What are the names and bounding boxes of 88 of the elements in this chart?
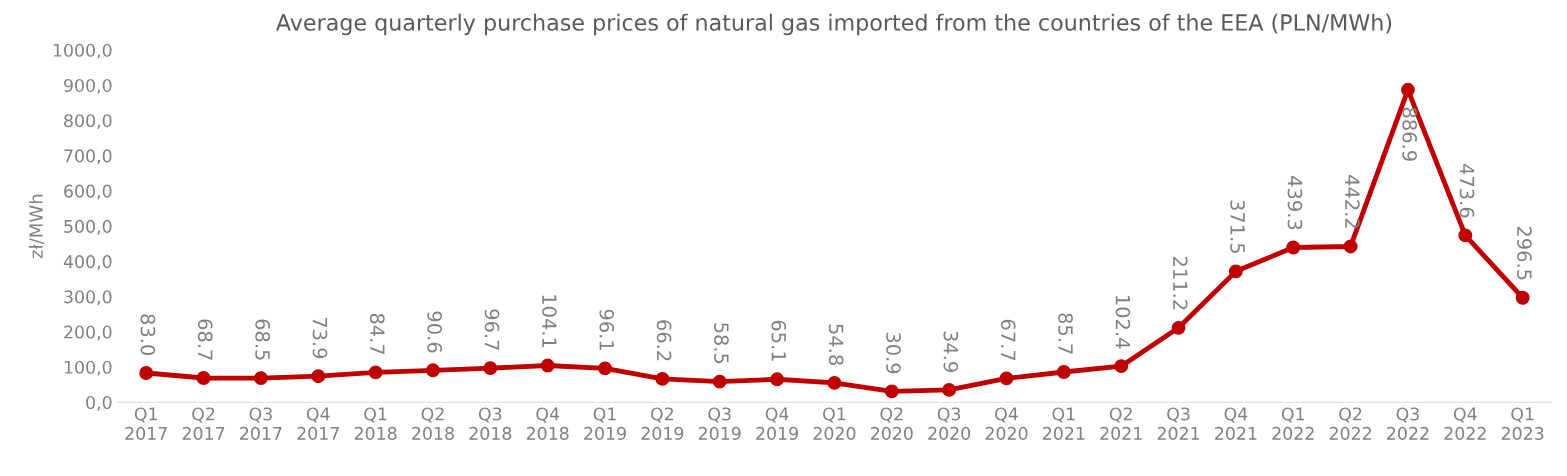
x-tick-label: Q1 2021 bbox=[1043, 407, 1085, 440]
x-tick-label: Q1 2022 bbox=[1272, 407, 1314, 440]
x-tick-label: Q3 2022 bbox=[1387, 407, 1429, 440]
data-label: 66.2 bbox=[656, 320, 672, 361]
data-label: 85.7 bbox=[1058, 313, 1073, 354]
data-label: 68.5 bbox=[255, 319, 270, 360]
point bbox=[942, 382, 957, 397]
point bbox=[426, 363, 440, 378]
y-tick-label: 400,0 bbox=[63, 255, 112, 270]
data-label: 96.7 bbox=[484, 309, 500, 350]
x-tick-label: Q1 2020 bbox=[813, 407, 856, 440]
data-label: 84.7 bbox=[369, 313, 385, 355]
point bbox=[1228, 264, 1243, 279]
point bbox=[1286, 240, 1301, 255]
x-tick-label: Q1 2019 bbox=[584, 407, 626, 440]
point bbox=[368, 365, 383, 380]
x-tick-label: Q1 2018 bbox=[354, 407, 397, 440]
point bbox=[1171, 320, 1186, 335]
point bbox=[884, 384, 899, 399]
point bbox=[655, 371, 670, 386]
y-tick-label: 300,0 bbox=[64, 290, 112, 306]
x-tick-label: Q4 2018 bbox=[526, 407, 569, 440]
data-label: 296.5 bbox=[1517, 226, 1532, 280]
data-label: 439.3 bbox=[1287, 176, 1303, 230]
data-label: 65.1 bbox=[771, 320, 787, 361]
x-tick-label: Q2 2021 bbox=[1100, 407, 1142, 440]
point bbox=[1056, 365, 1071, 379]
x-tick-label: Q2 2022 bbox=[1329, 407, 1371, 440]
data-label: 34.9 bbox=[943, 331, 959, 372]
point bbox=[253, 371, 268, 386]
point bbox=[311, 369, 326, 384]
y-tick-label: 0,0 bbox=[86, 395, 112, 411]
data-label: 211.2 bbox=[1173, 256, 1188, 310]
point bbox=[598, 361, 612, 376]
x-tick-label: Q4 2019 bbox=[756, 407, 798, 440]
point bbox=[1458, 228, 1473, 243]
x-tick-label: Q3 2020 bbox=[928, 407, 971, 440]
x-tick-label: Q2 2019 bbox=[641, 407, 684, 440]
point bbox=[1114, 359, 1129, 374]
data-label: 886.9 bbox=[1402, 107, 1418, 161]
y-tick-label: 600,0 bbox=[64, 184, 112, 200]
point bbox=[483, 361, 498, 376]
y-tick-label: 800,0 bbox=[64, 114, 112, 130]
data-label: 371.5 bbox=[1230, 200, 1245, 253]
data-label: 102.4 bbox=[1115, 295, 1131, 349]
x-tick-label: Q3 2018 bbox=[469, 407, 512, 440]
x-tick-label: Q4 2021 bbox=[1215, 407, 1257, 440]
x-tick-label: Q3 2017 bbox=[240, 407, 282, 440]
y-tick-label: 200,0 bbox=[64, 325, 112, 341]
data-label: 58.5 bbox=[714, 323, 729, 364]
point bbox=[1515, 290, 1530, 305]
point bbox=[1400, 82, 1415, 97]
point bbox=[770, 372, 785, 387]
data-label: 67.7 bbox=[1000, 319, 1016, 361]
y-tick-label: 100,0 bbox=[64, 360, 112, 376]
x-tick-label: Q1 2023 bbox=[1501, 407, 1544, 440]
y-tick-label: 1000,0 bbox=[53, 43, 112, 59]
point bbox=[827, 375, 842, 390]
data-label: 96.1 bbox=[599, 309, 615, 350]
data-label: 442.2 bbox=[1345, 175, 1360, 228]
point bbox=[712, 374, 727, 389]
x-tick-label: Q4 2020 bbox=[985, 407, 1028, 440]
y-axis-title: zł/MWh bbox=[28, 194, 45, 259]
point bbox=[540, 358, 555, 373]
point bbox=[139, 366, 154, 380]
x-tick-label: Q1 2017 bbox=[125, 407, 167, 440]
chart-title: Average quarterly purchase prices of natural gas imported from the countries of the EEA (PLN/MWh) bbox=[276, 13, 1392, 36]
data-label: 73.9 bbox=[312, 317, 328, 359]
y-tick-label: 900,0 bbox=[64, 78, 112, 94]
x-tick-label: Q3 2019 bbox=[698, 407, 741, 440]
data-label: 83.0 bbox=[140, 314, 156, 356]
x-tick-label: Q2 2018 bbox=[412, 407, 454, 440]
data-label: 68.7 bbox=[197, 319, 213, 360]
x-tick-label: Q3 2021 bbox=[1157, 407, 1200, 440]
data-label: 54.8 bbox=[828, 324, 844, 365]
point bbox=[999, 371, 1014, 386]
x-tick-label: Q4 2017 bbox=[297, 407, 339, 440]
point bbox=[1343, 239, 1358, 254]
y-tick-label: 500,0 bbox=[64, 219, 112, 235]
x-tick-label: Q2 2017 bbox=[182, 407, 225, 440]
data-label: 30.9 bbox=[886, 332, 901, 374]
point bbox=[196, 371, 211, 385]
data-label: 90.6 bbox=[427, 311, 443, 353]
y-tick-label: 700,0 bbox=[64, 149, 112, 165]
x-tick-label: Q2 2020 bbox=[870, 407, 913, 440]
x-tick-label: Q4 2022 bbox=[1444, 407, 1486, 440]
data-label: 473.6 bbox=[1459, 164, 1475, 218]
data-label: 104.1 bbox=[542, 295, 557, 348]
